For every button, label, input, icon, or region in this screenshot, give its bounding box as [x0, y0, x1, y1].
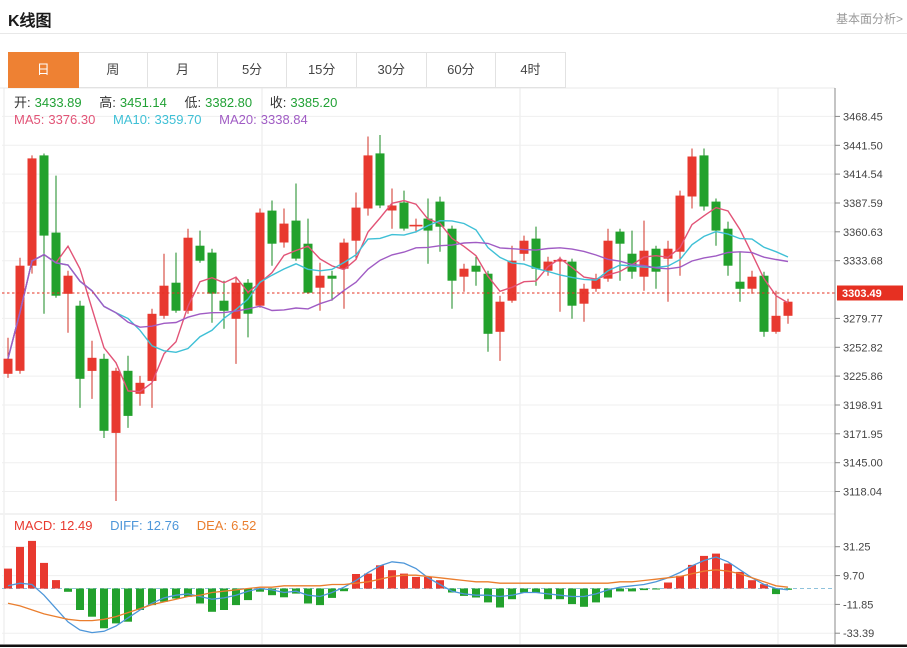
- close-label: 收:: [269, 95, 287, 110]
- diff-value: 12.76: [146, 518, 180, 533]
- ma10-value: 3359.70: [154, 112, 202, 127]
- macd-label: MACD:: [14, 518, 56, 533]
- svg-text:-11.85: -11.85: [843, 599, 873, 611]
- ma10-label: MA10:: [112, 112, 151, 127]
- svg-text:3303.49: 3303.49: [842, 288, 882, 300]
- diff-label: DIFF:: [110, 518, 143, 533]
- ma10-line: [7, 219, 789, 359]
- svg-text:3360.63: 3360.63: [843, 227, 883, 239]
- diff-line: [7, 556, 789, 634]
- svg-text:3198.91: 3198.91: [843, 400, 883, 412]
- ma20-label: MA20:: [219, 112, 257, 127]
- ma5-label: MA5:: [14, 112, 45, 127]
- bottom-border: [0, 644, 907, 647]
- open-label: 开:: [14, 95, 31, 110]
- tab-日[interactable]: 日: [8, 52, 79, 88]
- svg-text:3171.95: 3171.95: [843, 429, 883, 441]
- fundamental-analysis-link[interactable]: 基本面分析>: [835, 12, 903, 26]
- tab-15分[interactable]: 15分: [287, 52, 357, 88]
- macd-histogram: [4, 540, 792, 629]
- tab-5分[interactable]: 5分: [217, 52, 288, 88]
- ma5-line: [7, 199, 789, 393]
- close-value: 3385.20: [290, 95, 338, 110]
- tab-4时[interactable]: 4时: [496, 52, 566, 88]
- svg-text:3145.00: 3145.00: [843, 458, 883, 470]
- open-value: 3433.89: [34, 95, 82, 110]
- tab-30分[interactable]: 30分: [356, 52, 427, 88]
- svg-text:3468.45: 3468.45: [843, 111, 883, 123]
- svg-text:3333.68: 3333.68: [843, 256, 883, 268]
- price-axis: 3468.45 3441.50 3414.54 3387.59 3360.63 3333.…: [2, 111, 883, 499]
- tab-60分[interactable]: 60分: [426, 52, 497, 88]
- svg-text:31.25: 31.25: [843, 542, 871, 554]
- tab-周[interactable]: 周: [78, 52, 149, 88]
- svg-text:3387.59: 3387.59: [843, 198, 883, 210]
- svg-text:3441.50: 3441.50: [843, 140, 883, 152]
- macd-axis: 31.25 9.70 -11.85 -33.39: [2, 542, 874, 640]
- svg-text:9.70: 9.70: [843, 571, 864, 583]
- ma-readout: MA5: 3376.30 MA10: 3359.70 MA20: 3338.84: [14, 112, 312, 127]
- macd-value: 12.49: [59, 518, 93, 533]
- svg-text:-33.39: -33.39: [843, 628, 874, 640]
- low-value: 3382.80: [205, 95, 253, 110]
- dea-label: DEA:: [196, 518, 228, 533]
- high-value: 3451.14: [119, 95, 167, 110]
- dea-line: [7, 569, 789, 622]
- candles: [3, 135, 793, 501]
- high-label: 高:: [99, 95, 116, 110]
- current-price-badge: 3303.49: [837, 285, 903, 301]
- macd-readout: MACD: 12.49 DIFF: 12.76 DEA: 6.52: [14, 518, 260, 533]
- low-label: 低:: [184, 95, 202, 110]
- svg-text:3414.54: 3414.54: [843, 169, 883, 181]
- dea-value: 6.52: [231, 518, 257, 533]
- svg-text:3279.77: 3279.77: [843, 313, 883, 325]
- ohlc-readout: 开: 3433.89 高: 3451.14 低: 3382.80 收: 3385.20: [14, 92, 341, 111]
- page-title: K线图: [8, 13, 52, 30]
- ma5-value: 3376.30: [48, 112, 96, 127]
- ma20-value: 3338.84: [260, 112, 308, 127]
- svg-text:3118.04: 3118.04: [843, 487, 882, 499]
- tab-月[interactable]: 月: [148, 52, 218, 88]
- header: K线图 基本面分析>: [0, 0, 907, 34]
- svg-text:3225.86: 3225.86: [843, 371, 883, 383]
- ma20-line: [7, 241, 789, 359]
- svg-text:3252.82: 3252.82: [843, 342, 883, 354]
- period-tabs: 日周月 5分 15分 30分 60分 4时: [8, 52, 566, 88]
